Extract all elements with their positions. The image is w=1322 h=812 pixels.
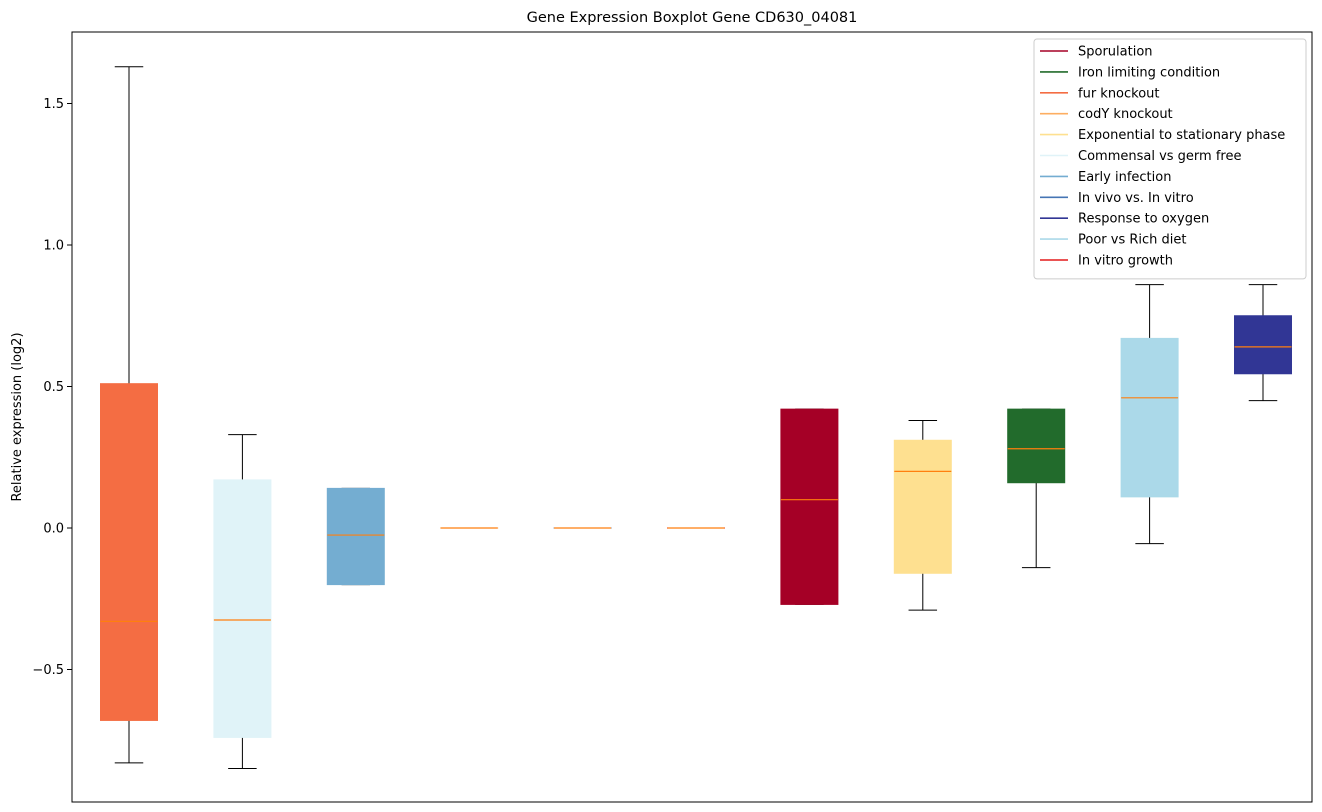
legend-label: Exponential to stationary phase xyxy=(1078,128,1285,143)
legend-entry: codY knockout xyxy=(1040,107,1173,122)
box-fur-knockout xyxy=(100,66,158,764)
legend-entry: In vitro growth xyxy=(1040,254,1173,269)
legend-entry: Exponential to stationary phase xyxy=(1040,128,1285,143)
legend-entry: In vivo vs. In vitro xyxy=(1040,191,1194,206)
box-early-infection xyxy=(326,487,385,586)
box-iron-limiting-condition xyxy=(1007,408,1066,569)
y-tick-label: 0.5 xyxy=(43,380,64,395)
box-body xyxy=(1007,408,1066,484)
y-axis-label: Relative expression (log2) xyxy=(10,332,25,501)
legend-label: codY knockout xyxy=(1078,107,1173,122)
legend-entry: Commensal vs germ free xyxy=(1040,149,1241,164)
box-exponential-to-stationary-phase xyxy=(893,419,952,611)
box-response-to-oxygen xyxy=(1234,284,1292,402)
plot-frame xyxy=(71,31,1313,803)
y-tick-label: 0.0 xyxy=(43,522,64,537)
box-body xyxy=(893,439,952,574)
chart-title: Gene Expression Boxplot Gene CD630_04081 xyxy=(527,10,858,26)
legend-entry: fur knockout xyxy=(1040,86,1160,101)
legend-label: Response to oxygen xyxy=(1078,212,1209,227)
legend-label: Early infection xyxy=(1078,170,1171,185)
y-axis: −0.5 0.0 0.5 1.0 1.5 xyxy=(32,97,72,678)
legend-entry: Poor vs Rich diet xyxy=(1040,233,1186,248)
box-body xyxy=(213,479,272,738)
legend-frame xyxy=(1033,38,1307,280)
legend-label: In vitro growth xyxy=(1078,254,1173,269)
boxes-layer xyxy=(100,66,1292,770)
legend-entry: Response to oxygen xyxy=(1040,212,1209,227)
legend-label: Sporulation xyxy=(1078,45,1153,60)
box-body xyxy=(780,408,839,605)
legend-label: Poor vs Rich diet xyxy=(1078,233,1186,248)
box-body xyxy=(326,487,385,586)
legend-label: Commensal vs germ free xyxy=(1078,149,1241,164)
legend-label: Iron limiting condition xyxy=(1078,65,1220,80)
box-commensal-vs-germ-free xyxy=(213,434,272,770)
legend-entry: Early infection xyxy=(1040,170,1171,185)
box-poor-vs-rich-diet xyxy=(1120,284,1179,545)
legend-label: fur knockout xyxy=(1078,86,1160,101)
box-body xyxy=(100,383,158,721)
box-sporulation xyxy=(780,408,839,605)
y-tick-label: 1.5 xyxy=(43,97,64,112)
legend-entry: Sporulation xyxy=(1040,45,1153,60)
box-body xyxy=(1120,337,1179,498)
legend-entry: Iron limiting condition xyxy=(1040,65,1220,80)
box-body xyxy=(1234,315,1292,375)
y-tick-label: −0.5 xyxy=(32,663,64,678)
legend: Sporulation Iron limiting condition fur kn… xyxy=(1033,38,1307,280)
y-tick-label: 1.0 xyxy=(43,239,64,254)
legend-label: In vivo vs. In vitro xyxy=(1078,191,1194,206)
